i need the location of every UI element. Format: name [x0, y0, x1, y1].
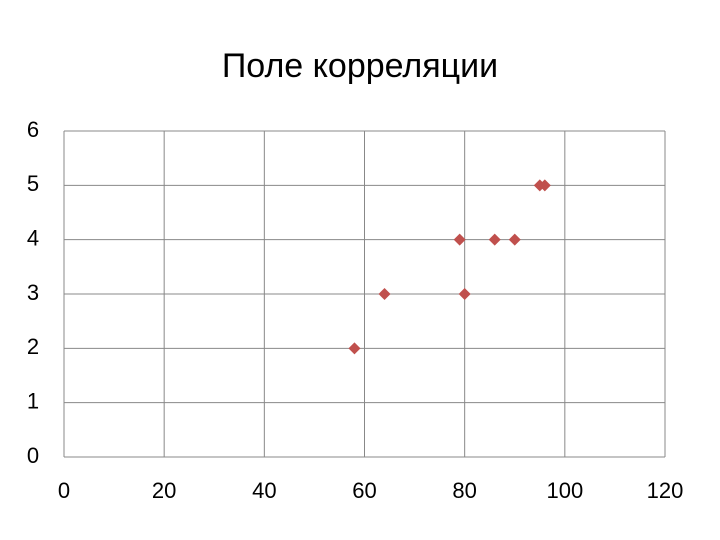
marker: [453, 233, 466, 246]
y-tick-label: 2: [27, 334, 39, 359]
x-tick-label: 40: [252, 478, 276, 503]
marker: [488, 233, 501, 246]
marker: [348, 342, 361, 355]
x-tick-label: 120: [647, 478, 684, 503]
y-tick-label: 1: [27, 388, 39, 413]
marker: [508, 233, 521, 246]
y-tick-label: 0: [27, 443, 39, 468]
marker: [378, 288, 391, 300]
x-tick-label: 60: [352, 478, 376, 503]
y-tick-label: 6: [27, 117, 39, 142]
y-tick-label: 5: [27, 171, 39, 196]
x-tick-label: 0: [58, 478, 70, 503]
x-tick-label: 100: [546, 478, 583, 503]
y-tick-label: 3: [27, 280, 39, 305]
x-tick-label: 20: [152, 478, 176, 503]
x-tick-label: 80: [452, 478, 476, 503]
marker: [538, 179, 551, 192]
marker: [458, 288, 471, 300]
chart-title: Поле корреляции: [222, 47, 498, 85]
y-tick-label: 4: [27, 225, 39, 250]
